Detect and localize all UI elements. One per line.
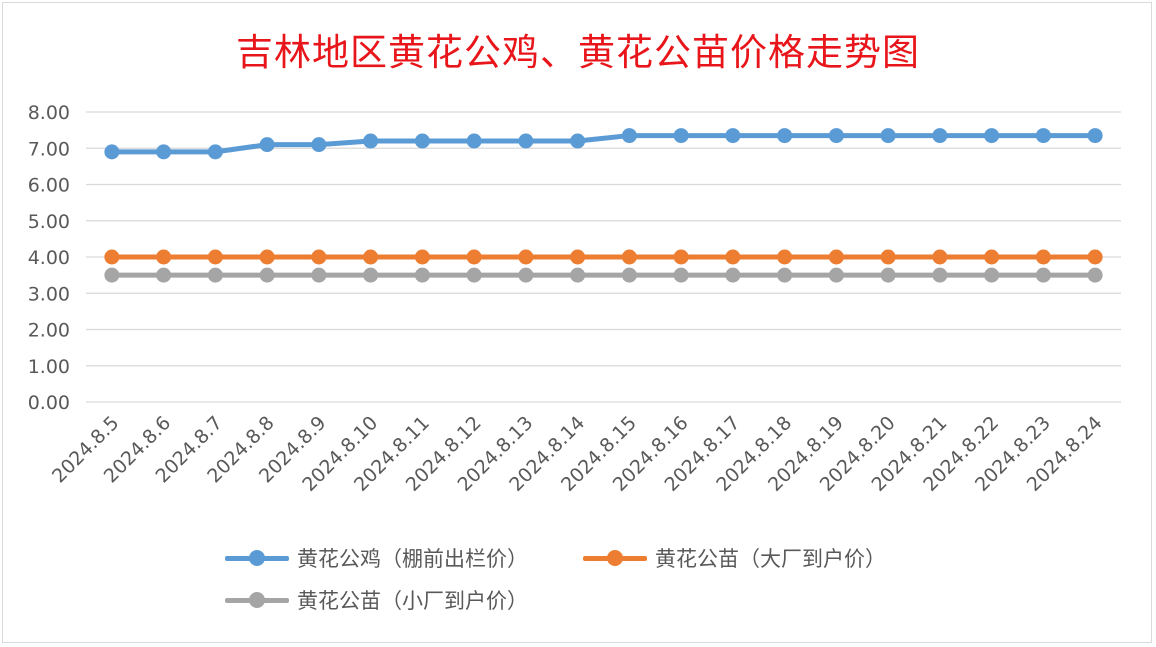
data-point[interactable] (570, 249, 586, 265)
data-point[interactable] (932, 128, 948, 144)
y-tick-label: 5.00 (28, 211, 70, 233)
data-point[interactable] (725, 128, 741, 144)
series-line (109, 133, 1098, 155)
legend-swatch-series-3 (225, 590, 289, 610)
data-point[interactable] (466, 267, 482, 283)
data-point[interactable] (828, 267, 844, 283)
legend-label-series-1: 黄花公鸡（棚前出栏价） (297, 547, 528, 571)
data-point[interactable] (777, 249, 793, 265)
y-tick-label: 1.00 (28, 356, 70, 378)
y-tick-label: 0.00 (28, 392, 70, 414)
series-2 (104, 249, 1103, 265)
y-tick-label: 2.00 (28, 320, 70, 342)
y-tick-label: 7.00 (28, 138, 70, 160)
data-point[interactable] (1035, 249, 1051, 265)
data-point[interactable] (880, 267, 896, 283)
data-point[interactable] (518, 249, 534, 265)
data-point[interactable] (414, 267, 430, 283)
legend-item-series-3[interactable]: 黄花公苗（小厂到户价） (225, 585, 528, 615)
data-point[interactable] (518, 267, 534, 283)
data-point[interactable] (725, 267, 741, 283)
data-point[interactable] (311, 249, 327, 265)
data-point[interactable] (259, 267, 275, 283)
legend-item-series-1[interactable]: 黄花公鸡（棚前出栏价） (225, 543, 528, 573)
data-point[interactable] (311, 267, 327, 283)
y-tick-label: 8.00 (28, 102, 70, 124)
y-tick-label: 4.00 (28, 247, 70, 269)
data-point[interactable] (363, 267, 379, 283)
data-point[interactable] (1087, 249, 1103, 265)
data-point[interactable] (363, 249, 379, 265)
data-point[interactable] (984, 267, 1000, 283)
legend-swatch-series-2 (583, 548, 647, 568)
legend-swatch-series-1 (225, 548, 289, 568)
series-3 (104, 267, 1103, 283)
data-point[interactable] (207, 267, 223, 283)
y-tick-label: 3.00 (28, 283, 70, 305)
gridlines (86, 111, 1121, 403)
data-point[interactable] (311, 137, 327, 153)
data-point[interactable] (104, 267, 120, 283)
data-point[interactable] (570, 133, 586, 149)
data-point[interactable] (207, 144, 223, 160)
data-point[interactable] (1035, 128, 1051, 144)
x-axis-ticks: 2024.8.52024.8.62024.8.72024.8.82024.8.9… (48, 412, 1107, 496)
y-axis-ticks: 0.00 1.00 2.00 3.00 4.00 5.00 6.00 7.00 8.00 (28, 102, 70, 414)
series-lines (104, 128, 1103, 283)
data-point[interactable] (104, 249, 120, 265)
data-point[interactable] (518, 133, 534, 149)
data-point[interactable] (259, 137, 275, 153)
data-point[interactable] (466, 249, 482, 265)
series-1 (104, 128, 1103, 160)
legend-label-series-2: 黄花公苗（大厂到户价） (655, 547, 886, 571)
data-point[interactable] (1087, 128, 1103, 144)
data-point[interactable] (880, 249, 896, 265)
data-point[interactable] (673, 267, 689, 283)
data-point[interactable] (673, 128, 689, 144)
data-point[interactable] (777, 267, 793, 283)
data-point[interactable] (156, 144, 172, 160)
data-point[interactable] (259, 249, 275, 265)
data-point[interactable] (777, 128, 793, 144)
y-tick-label: 6.00 (28, 175, 70, 197)
data-point[interactable] (621, 249, 637, 265)
data-point[interactable] (621, 128, 637, 144)
data-point[interactable] (828, 249, 844, 265)
data-point[interactable] (984, 249, 1000, 265)
data-point[interactable] (673, 249, 689, 265)
data-point[interactable] (207, 249, 223, 265)
data-point[interactable] (156, 267, 172, 283)
legend-label-series-3: 黄花公苗（小厂到户价） (297, 589, 528, 613)
data-point[interactable] (828, 128, 844, 144)
data-point[interactable] (466, 133, 482, 149)
data-point[interactable] (984, 128, 1000, 144)
data-point[interactable] (363, 133, 379, 149)
data-point[interactable] (725, 249, 741, 265)
data-point[interactable] (932, 267, 948, 283)
data-point[interactable] (1035, 267, 1051, 283)
chart-title: 吉林地区黄花公鸡、黄花公苗价格走势图 (236, 31, 920, 74)
data-point[interactable] (104, 144, 120, 160)
data-point[interactable] (880, 128, 896, 144)
data-point[interactable] (1087, 267, 1103, 283)
data-point[interactable] (932, 249, 948, 265)
data-point[interactable] (414, 249, 430, 265)
data-point[interactable] (414, 133, 430, 149)
legend-item-series-2[interactable]: 黄花公苗（大厂到户价） (583, 543, 886, 573)
data-point[interactable] (621, 267, 637, 283)
data-point[interactable] (156, 249, 172, 265)
data-point[interactable] (570, 267, 586, 283)
